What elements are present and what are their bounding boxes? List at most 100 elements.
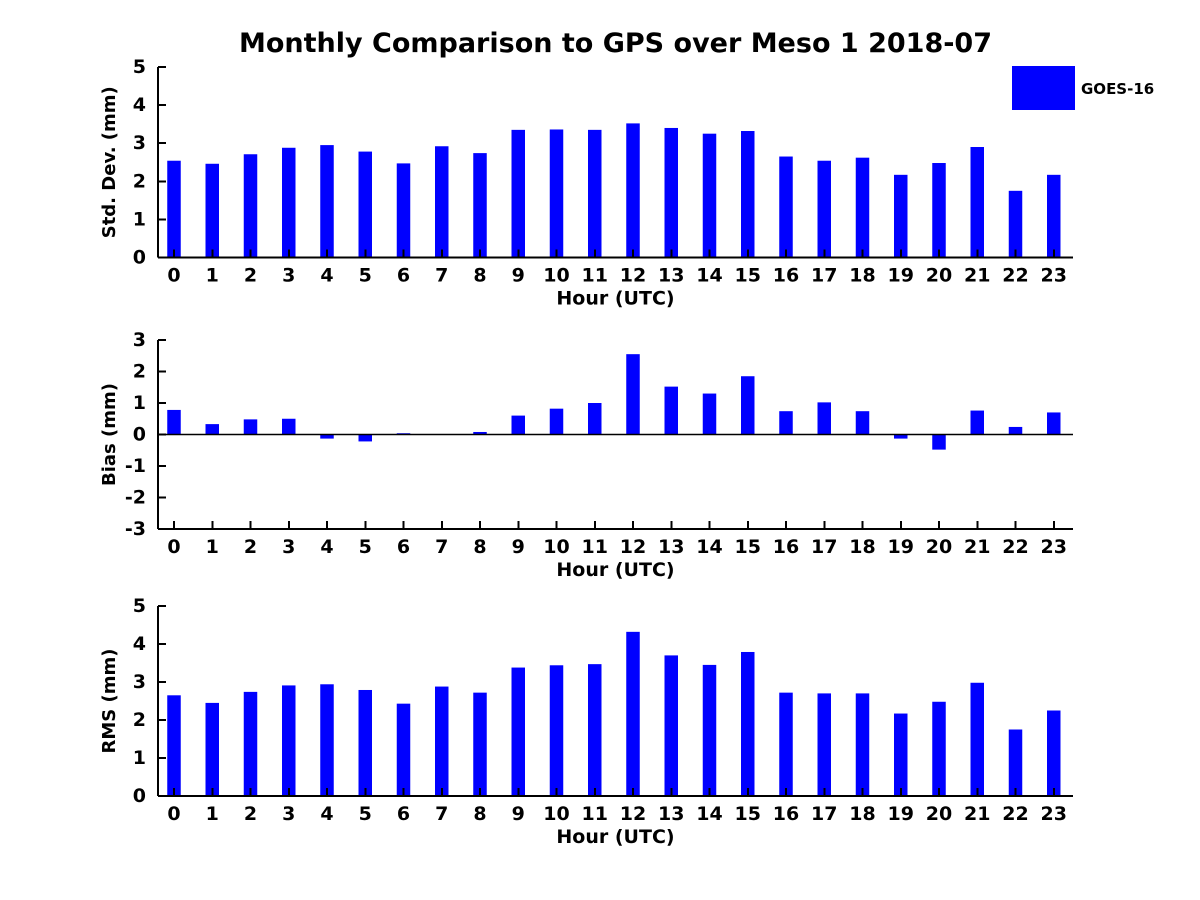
x-tick-label: 9	[512, 803, 525, 825]
bar-hour-9	[511, 129, 525, 258]
x-tick-label: 11	[582, 265, 608, 287]
x-tick-label: 20	[926, 803, 952, 825]
bar-hour-2	[243, 419, 258, 435]
legend-label: GOES-16	[1081, 80, 1155, 98]
bias-bars	[167, 354, 1061, 450]
x-tick-label: 15	[735, 265, 761, 287]
x-tick-label: 22	[1002, 265, 1028, 287]
x-tick-label: 3	[282, 265, 295, 287]
x-tick-label: 21	[964, 265, 990, 287]
bar-hour-14	[702, 393, 717, 435]
y-tick-label: 1	[133, 208, 146, 230]
x-tick-label: 11	[582, 536, 608, 558]
bar-hour-5	[358, 151, 372, 258]
x-tick-label: 19	[888, 265, 914, 287]
y-tick-label: -1	[125, 455, 146, 477]
bar-hour-10	[549, 665, 564, 796]
bar-hour-16	[779, 692, 793, 796]
x-tick-label: 8	[473, 803, 486, 825]
bar-hour-23	[1047, 174, 1061, 258]
bar-hour-0	[167, 160, 181, 258]
bar-hour-23	[1047, 710, 1061, 796]
x-tick-label: 19	[888, 803, 914, 825]
y-tick-label: -3	[125, 518, 146, 540]
bar-hour-15	[741, 651, 755, 796]
bar-hour-15	[741, 131, 755, 258]
bar-hour-5	[358, 434, 372, 442]
bar-hour-1	[205, 702, 219, 796]
bar-hour-18	[855, 693, 870, 796]
y-tick-label: 2	[133, 709, 146, 731]
x-tick-label: 11	[582, 803, 608, 825]
bar-hour-3	[282, 147, 296, 258]
x-tick-label: 0	[167, 803, 180, 825]
x-tick-label: 16	[773, 536, 799, 558]
bar-hour-13	[664, 127, 678, 258]
bar-hour-12	[626, 123, 640, 258]
x-tick-label: 2	[244, 536, 257, 558]
x-tick-label: 10	[543, 536, 569, 558]
bar-hour-15	[741, 376, 755, 435]
x-tick-label: 16	[773, 265, 799, 287]
bar-hour-13	[664, 655, 678, 796]
x-tick-label: 15	[735, 803, 761, 825]
x-tick-label: 17	[811, 536, 837, 558]
x-axis-title: Hour (UTC)	[556, 559, 674, 581]
x-tick-label: 5	[359, 803, 372, 825]
bar-hour-23	[1047, 412, 1061, 435]
bar-hour-21	[970, 410, 984, 435]
figure-title: Monthly Comparison to GPS over Meso 1 20…	[238, 28, 993, 59]
bar-hour-6	[396, 163, 411, 258]
x-tick-label: 18	[849, 536, 875, 558]
bar-hour-16	[779, 156, 793, 258]
x-tick-label: 21	[964, 536, 990, 558]
bar-hour-17	[817, 402, 831, 435]
x-tick-label: 7	[435, 265, 448, 287]
bar-hour-8	[473, 692, 487, 796]
x-tick-label: 20	[926, 536, 952, 558]
bar-hour-6	[396, 703, 411, 796]
y-tick-label: 1	[133, 392, 146, 414]
bar-hour-10	[549, 129, 564, 258]
x-tick-label: 1	[206, 803, 219, 825]
x-tick-label: 1	[206, 536, 219, 558]
bar-hour-16	[779, 411, 793, 435]
y-axis-title: Std. Dev. (mm)	[99, 86, 120, 238]
x-tick-label: 4	[320, 265, 333, 287]
bar-hour-2	[243, 154, 258, 258]
x-tick-label: 18	[849, 265, 875, 287]
x-axis-title: Hour (UTC)	[556, 826, 674, 848]
bar-hour-22	[1008, 426, 1023, 435]
x-tick-label: 9	[512, 536, 525, 558]
y-tick-label: 3	[133, 329, 146, 351]
bar-hour-1	[205, 424, 219, 435]
bar-hour-14	[702, 133, 717, 258]
bar-hour-1	[205, 163, 219, 258]
y-tick-label: 3	[133, 132, 146, 154]
bar-hour-22	[1008, 729, 1023, 796]
x-tick-label: 4	[320, 803, 333, 825]
y-axis-title: RMS (mm)	[99, 649, 120, 754]
bar-hour-5	[358, 689, 372, 796]
x-tick-label: 0	[167, 265, 180, 287]
y-tick-label: 1	[133, 747, 146, 769]
y-tick-label: 4	[133, 633, 146, 655]
x-tick-label: 10	[543, 265, 569, 287]
bar-hour-3	[282, 685, 296, 796]
x-tick-label: 12	[620, 536, 646, 558]
x-tick-label: 23	[1041, 536, 1067, 558]
bar-hour-14	[702, 664, 717, 796]
bar-hour-19	[894, 713, 908, 796]
legend-swatch-goes16	[1012, 66, 1075, 110]
x-tick-label: 6	[397, 803, 410, 825]
bar-hour-22	[1008, 190, 1023, 258]
x-tick-label: 13	[658, 803, 684, 825]
bar-hour-3	[282, 418, 296, 435]
x-tick-label: 1	[206, 265, 219, 287]
y-tick-label: 3	[133, 671, 146, 693]
x-tick-label: 15	[735, 536, 761, 558]
x-tick-label: 12	[620, 265, 646, 287]
x-tick-label: 20	[926, 265, 952, 287]
bar-hour-11	[588, 664, 602, 796]
